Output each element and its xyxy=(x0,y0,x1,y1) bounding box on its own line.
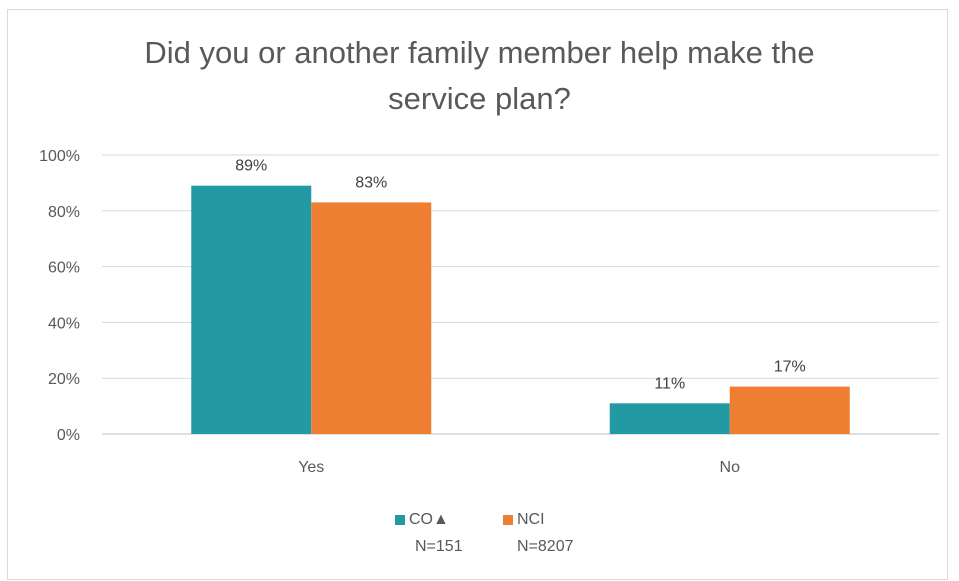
y-tick-label: 100% xyxy=(39,148,80,165)
chart-title: Did you or another family member help ma… xyxy=(0,30,959,122)
legend-label-nci: NCI xyxy=(517,511,545,528)
y-tick-label: 60% xyxy=(48,260,80,277)
legend-note-nci: N=8207 xyxy=(517,538,574,555)
legend-swatch-nci xyxy=(503,515,513,525)
bar xyxy=(729,386,850,434)
data-label: 11% xyxy=(654,375,685,392)
data-label: 17% xyxy=(774,359,806,376)
y-tick-label: 80% xyxy=(48,204,80,221)
legend-item-co: CO▲ xyxy=(395,509,449,531)
bar xyxy=(609,403,730,434)
legend-swatch-co xyxy=(395,515,405,525)
x-tick-label: Yes xyxy=(298,459,324,476)
y-tick-label: 0% xyxy=(57,427,80,444)
legend-item-nci: NCI xyxy=(503,509,545,531)
data-label: 83% xyxy=(355,174,387,191)
data-label: 89% xyxy=(235,158,267,175)
bar xyxy=(191,185,312,434)
y-tick-label: 20% xyxy=(48,371,80,388)
legend-label-co: CO▲ xyxy=(409,511,449,528)
y-tick-label: 40% xyxy=(48,315,80,332)
bar xyxy=(311,202,432,434)
chart-frame xyxy=(7,9,948,580)
chart-title-line-2: service plan? xyxy=(388,81,571,116)
legend-note-co: N=151 xyxy=(415,538,463,555)
chart-title-line-1: Did you or another family member help ma… xyxy=(144,35,815,70)
x-tick-label: No xyxy=(720,459,741,476)
legend: CO▲ NCI N=151 N=8207 xyxy=(0,509,959,569)
